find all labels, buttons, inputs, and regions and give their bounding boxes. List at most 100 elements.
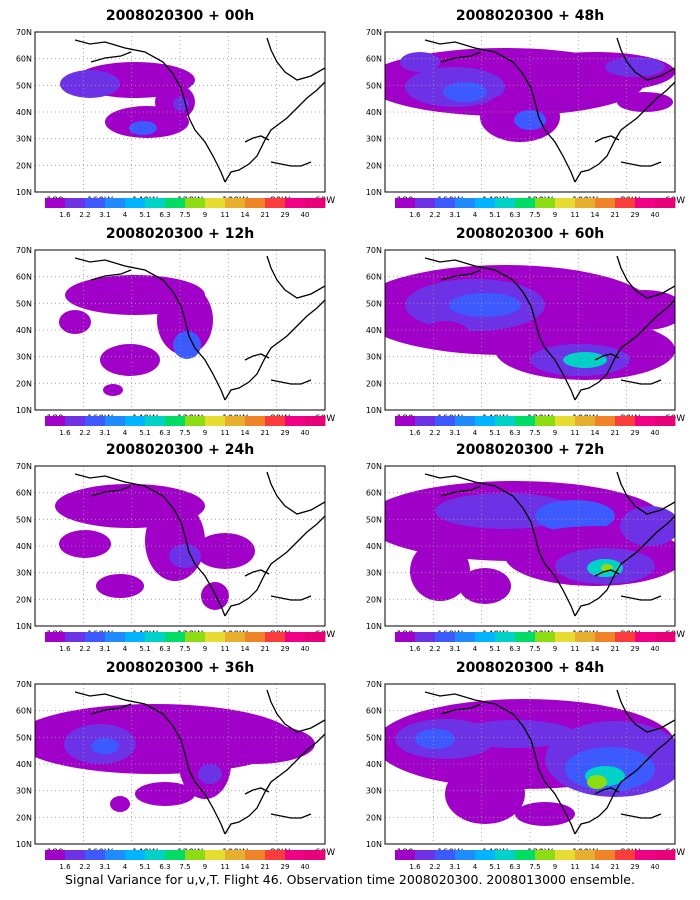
colorbar-label: 4 bbox=[123, 211, 128, 219]
colorbar-label: 11 bbox=[571, 645, 580, 653]
lat-tick-label: 10N bbox=[16, 188, 32, 197]
colorbar-label: 7.5 bbox=[529, 863, 540, 871]
colorbar-label: 29 bbox=[281, 211, 290, 219]
panel-title: 2008020300 + 12h bbox=[105, 226, 255, 242]
variance-contour bbox=[443, 82, 487, 102]
coastline bbox=[74, 39, 226, 183]
coastline bbox=[90, 703, 132, 715]
variance-contour bbox=[620, 506, 675, 546]
variance-contour bbox=[91, 738, 119, 754]
colorbar-label: 9 bbox=[203, 211, 207, 219]
variance-map: 70N60N50N40N30N20N10N180160W140W120W100W… bbox=[366, 680, 685, 871]
panel-title: 2008020300 + 60h bbox=[455, 226, 605, 242]
colorbar-swatch bbox=[225, 632, 246, 642]
colorbar-swatch bbox=[145, 632, 166, 642]
colorbar-swatch bbox=[265, 632, 286, 642]
colorbar-swatch bbox=[145, 850, 166, 860]
coastline bbox=[266, 37, 325, 81]
lat-tick-label: 10N bbox=[16, 622, 32, 631]
coastline bbox=[74, 257, 226, 401]
colorbar-swatch bbox=[45, 416, 66, 426]
lat-tick-label: 20N bbox=[16, 161, 32, 170]
colorbar-swatch bbox=[45, 850, 66, 860]
colorbar-label: 4 bbox=[473, 211, 478, 219]
lat-tick-label: 70N bbox=[16, 680, 32, 689]
colorbar-label: 6.3 bbox=[159, 645, 170, 653]
lat-tick-label: 60N bbox=[366, 707, 382, 716]
colorbar-label: 7.5 bbox=[179, 429, 190, 437]
colorbar-swatch bbox=[185, 850, 206, 860]
colorbar-swatch bbox=[185, 632, 206, 642]
variance-contour bbox=[169, 544, 201, 568]
variance-contour bbox=[449, 293, 521, 317]
colorbar-swatch bbox=[245, 198, 266, 208]
colorbar-label: 3.1 bbox=[99, 645, 110, 653]
coastline bbox=[594, 353, 620, 361]
colorbar-label: 21 bbox=[261, 211, 270, 219]
colorbar-label: 9 bbox=[553, 645, 557, 653]
colorbar-swatch bbox=[305, 416, 326, 426]
lat-tick-label: 30N bbox=[366, 135, 382, 144]
colorbar-label: 11 bbox=[571, 429, 580, 437]
colorbar-label: 40 bbox=[651, 645, 660, 653]
colorbar-label: 5.1 bbox=[139, 863, 150, 871]
colorbar-swatch bbox=[125, 198, 146, 208]
colorbar-label: 1.6 bbox=[59, 429, 71, 437]
colorbar-label: 29 bbox=[631, 645, 640, 653]
variance-contour bbox=[587, 775, 607, 789]
colorbar-label: 5.1 bbox=[139, 211, 150, 219]
map-panel: 2008020300 + 48h70N60N50N40N30N20N10N180… bbox=[360, 4, 700, 226]
lat-tick-label: 10N bbox=[16, 406, 32, 415]
colorbar-label: 1.6 bbox=[59, 863, 71, 871]
coastline bbox=[270, 379, 312, 385]
colorbar-label: 6.3 bbox=[159, 211, 170, 219]
colorbar-swatch bbox=[305, 850, 326, 860]
map-frame bbox=[34, 683, 326, 845]
colorbar-label: 9 bbox=[553, 211, 557, 219]
variance-contour bbox=[400, 52, 440, 72]
colorbar-label: 2.2 bbox=[79, 211, 90, 219]
colorbar-label: 7.5 bbox=[529, 645, 540, 653]
colorbar-label: 6.3 bbox=[509, 211, 520, 219]
colorbar-label: 14 bbox=[241, 863, 250, 871]
variance-contour bbox=[201, 582, 229, 610]
map-panel: 2008020300 + 12h70N60N50N40N30N20N10N180… bbox=[10, 222, 350, 444]
variance-contour bbox=[445, 764, 525, 824]
coastline bbox=[620, 813, 662, 819]
colorbar-swatch bbox=[65, 632, 86, 642]
colorbar-swatch bbox=[575, 850, 596, 860]
colorbar-swatch bbox=[185, 198, 206, 208]
variance-contour bbox=[60, 70, 120, 98]
variance-contour bbox=[198, 764, 222, 784]
coastline bbox=[224, 299, 325, 401]
coastline bbox=[270, 813, 312, 819]
coastline bbox=[620, 379, 662, 385]
colorbar-label: 14 bbox=[591, 863, 600, 871]
variance-contour bbox=[195, 533, 255, 569]
variance-map: 70N60N50N40N30N20N10N180160W140W120W100W… bbox=[16, 246, 335, 437]
colorbar-swatch bbox=[65, 416, 86, 426]
coastline bbox=[574, 733, 675, 835]
coastline bbox=[244, 569, 270, 577]
lat-tick-label: 40N bbox=[16, 760, 32, 769]
colorbar-swatch bbox=[475, 632, 496, 642]
coastline bbox=[616, 37, 675, 81]
colorbar-label: 4 bbox=[123, 429, 128, 437]
lat-tick-label: 70N bbox=[366, 246, 382, 255]
lat-tick-label: 60N bbox=[16, 55, 32, 64]
colorbar-label: 5.1 bbox=[139, 645, 150, 653]
panel-title: 2008020300 + 72h bbox=[455, 442, 605, 458]
lat-tick-label: 50N bbox=[16, 299, 32, 308]
colorbar-label: 11 bbox=[571, 211, 580, 219]
colorbar-label: 14 bbox=[591, 645, 600, 653]
variance-contour bbox=[563, 352, 607, 368]
colorbar-swatch bbox=[165, 198, 186, 208]
colorbar-swatch bbox=[515, 632, 536, 642]
lat-tick-label: 70N bbox=[366, 680, 382, 689]
variance-contour bbox=[410, 541, 470, 601]
colorbar-swatch bbox=[655, 632, 676, 642]
colorbar-swatch bbox=[655, 198, 676, 208]
coastline bbox=[224, 733, 325, 835]
coastline bbox=[616, 689, 675, 733]
lat-tick-label: 40N bbox=[16, 542, 32, 551]
